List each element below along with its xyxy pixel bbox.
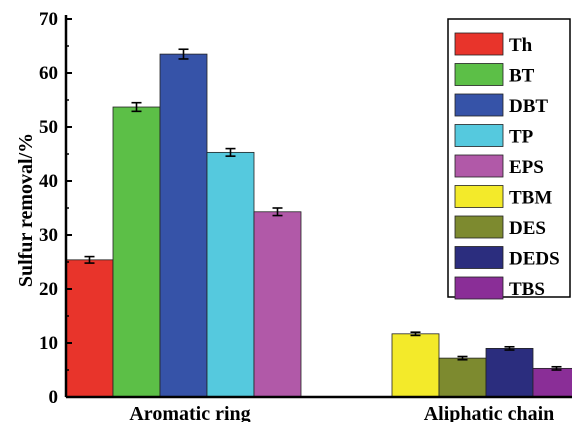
bar-bt	[112, 106, 161, 398]
bar-tp	[206, 151, 255, 398]
legend-swatch	[454, 63, 504, 86]
y-tick-label: 0	[49, 387, 59, 408]
bar-deds	[485, 347, 534, 398]
legend: Th BT DBT TP EPS TBM DES DEDS TBS	[447, 18, 571, 300]
y-axis-title: Sulfur removal/%	[15, 133, 37, 287]
y-tick-label: 70	[39, 9, 58, 30]
bar-eps	[253, 211, 302, 398]
legend-swatch	[454, 32, 504, 56]
y-ticks-layer: 0 10 20 30 40 50 60 70	[39, 9, 72, 408]
legend-item-bt: BT	[454, 63, 535, 87]
legend-swatch	[454, 124, 504, 147]
x-labels-layer: Aromatic ring Aliphatic chain	[129, 403, 554, 422]
y-tick-label: 30	[39, 225, 58, 246]
legend-label: TP	[509, 127, 534, 148]
y-tick-label: 50	[39, 117, 58, 138]
error-bar-tbs	[551, 365, 562, 371]
bar-dbt	[159, 53, 208, 398]
legend-item-dbt: DBT	[454, 93, 548, 117]
legend-label: DES	[509, 218, 546, 239]
legend-swatch	[454, 215, 504, 239]
legend-item-deds: DEDS	[454, 246, 560, 270]
bar-tbm	[391, 333, 440, 398]
legend-label: DEDS	[509, 249, 560, 270]
error-bar-eps	[272, 207, 283, 217]
error-bar-tp	[225, 147, 236, 157]
legend-label: TBS	[509, 279, 545, 300]
legend-swatch	[454, 185, 504, 208]
legend-item-tbm: TBM	[454, 185, 552, 209]
error-bar-des	[457, 355, 468, 361]
y-tick-label: 60	[39, 63, 58, 84]
error-bar-tbm	[410, 331, 421, 337]
error-bars-layer	[84, 48, 562, 371]
legend-label: TBM	[509, 188, 552, 209]
legend-label: BT	[509, 66, 535, 87]
legend-swatch	[454, 246, 504, 269]
y-tick-label: 10	[39, 333, 58, 354]
legend-label: Th	[509, 35, 533, 56]
legend-swatch	[454, 154, 504, 178]
bar-tbs	[532, 367, 572, 398]
legend-label: DBT	[509, 96, 548, 117]
bar-des	[438, 357, 487, 398]
axes-layer	[64, 15, 572, 399]
error-bar-dbt	[178, 48, 189, 60]
legend-label: EPS	[509, 157, 544, 178]
error-bar-th	[84, 255, 95, 264]
x-category-label: Aromatic ring	[129, 403, 250, 422]
error-bar-deds	[504, 345, 515, 351]
y-tick-label: 20	[39, 279, 58, 300]
error-bar-bt	[131, 101, 142, 113]
legend-item-eps: EPS	[454, 154, 544, 178]
legend-item-tbs: TBS	[454, 276, 545, 300]
y-tick-label: 40	[39, 171, 58, 192]
legend-swatch	[454, 276, 504, 300]
legend-item-tp: TP	[454, 124, 534, 148]
legend-swatch	[454, 93, 504, 117]
legend-item-des: DES	[454, 215, 546, 239]
bar-th	[65, 259, 114, 398]
legend-item-th: Th	[454, 32, 533, 56]
x-category-label: Aliphatic chain	[424, 403, 555, 422]
